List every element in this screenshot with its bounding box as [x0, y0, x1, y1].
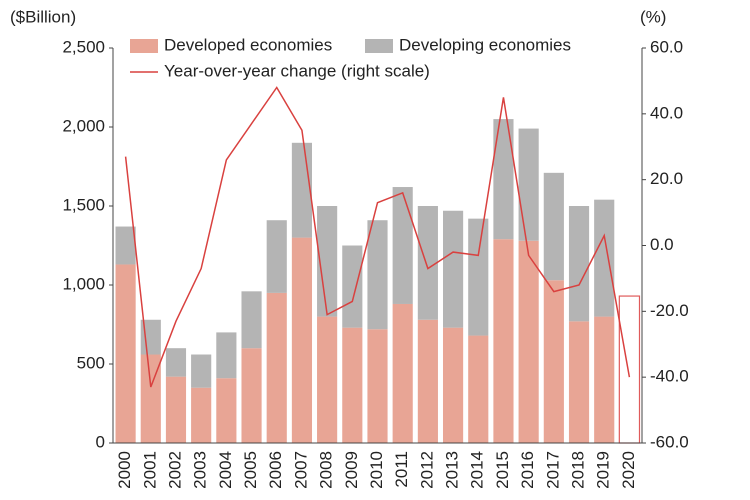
bar — [468, 218, 489, 336]
bar — [291, 237, 313, 443]
x-tick-label: 2013 — [443, 451, 462, 489]
bar — [367, 220, 388, 330]
x-tick-label: 2006 — [266, 451, 285, 489]
bar — [165, 376, 187, 443]
line-series — [124, 86, 631, 388]
x-tick-label: 2011 — [392, 451, 411, 488]
y2-tick-label: 20.0 — [650, 169, 683, 188]
y2-tick-label: 40.0 — [650, 103, 683, 122]
x-tick-label: 2016 — [518, 451, 537, 489]
bar — [594, 199, 615, 317]
y2-unit-label: (%) — [640, 7, 666, 26]
bar — [140, 354, 161, 443]
bar — [543, 280, 564, 443]
bar — [191, 354, 212, 388]
bar — [241, 348, 262, 443]
x-tick-label: 2004 — [216, 451, 235, 489]
x-tick-label: 2003 — [191, 451, 210, 489]
legend-label: Developing economies — [399, 35, 571, 54]
bar — [291, 142, 313, 238]
bar — [317, 206, 338, 317]
x-tick-label: 2012 — [417, 451, 436, 489]
x-tick-label: 2017 — [543, 451, 562, 489]
bar — [594, 316, 615, 443]
bar — [442, 210, 464, 328]
x-tick-label: 2008 — [317, 451, 336, 489]
x-tick-label: 2000 — [115, 451, 134, 489]
bar — [241, 291, 262, 349]
bar — [392, 303, 413, 443]
bar — [191, 387, 212, 443]
y2-tick-label: 0.0 — [650, 235, 674, 254]
bar — [417, 206, 438, 320]
legend-swatch — [365, 39, 393, 53]
y-tick-label: 2,500 — [62, 37, 105, 56]
y-tick-label: 1,500 — [62, 195, 105, 214]
bar — [417, 319, 438, 443]
bar — [317, 316, 338, 443]
y2-tick-label: -60.0 — [650, 432, 689, 451]
x-tick-label: 2015 — [493, 451, 512, 489]
bar — [468, 335, 489, 443]
bar — [618, 295, 641, 444]
x-tick-label: 2001 — [140, 451, 159, 489]
bar — [442, 327, 464, 443]
bar — [493, 119, 514, 240]
bar — [115, 226, 136, 265]
bar — [392, 187, 413, 304]
y-tick-label: 2,000 — [62, 116, 105, 135]
y2-tick-label: 60.0 — [650, 37, 683, 56]
y-tick-label: 1,000 — [62, 274, 105, 293]
y-tick-label: 500 — [77, 353, 105, 372]
bar — [568, 206, 590, 322]
bar — [165, 348, 187, 377]
bar — [216, 332, 237, 379]
x-tick-label: 2014 — [468, 451, 487, 489]
bar — [493, 239, 514, 443]
y2-tick-label: -20.0 — [650, 301, 689, 320]
x-tick-label: 2007 — [291, 451, 310, 489]
x-tick-label: 2010 — [367, 451, 386, 489]
bar — [266, 220, 287, 293]
x-tick-label: 2018 — [569, 451, 588, 489]
bar — [342, 245, 363, 328]
y2-tick-label: -40.0 — [650, 367, 689, 386]
bar — [342, 327, 363, 443]
bar — [543, 172, 564, 281]
legend-swatch — [130, 39, 158, 53]
legend-label: Year-over-year change (right scale) — [164, 61, 430, 80]
x-tick-label: 2002 — [165, 451, 184, 489]
legend-label: Developed economies — [164, 35, 332, 54]
x-tick-label: 2019 — [594, 451, 613, 489]
bar — [518, 128, 539, 241]
y-unit-label: ($Billion) — [10, 7, 76, 26]
bar — [367, 329, 388, 443]
x-tick-label: 2005 — [241, 451, 260, 489]
x-tick-label: 2009 — [342, 451, 361, 489]
x-tick-label: 2020 — [619, 451, 638, 489]
bar — [216, 378, 237, 443]
y-tick-label: 0 — [96, 432, 105, 451]
bar — [518, 240, 539, 443]
bar — [115, 264, 136, 443]
bar — [266, 292, 287, 443]
bar — [568, 321, 590, 443]
